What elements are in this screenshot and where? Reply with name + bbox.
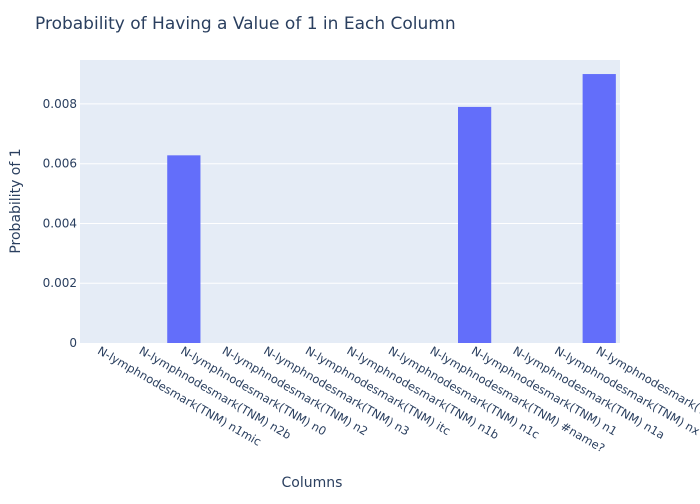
chart-title: Probability of Having a Value of 1 in Ea… [35, 14, 456, 34]
bar [582, 74, 616, 343]
y-axis-title: Probability of 1 [8, 148, 24, 253]
y-tick-label: 0 [69, 336, 77, 350]
y-tick-label: 0.004 [43, 216, 77, 230]
y-tick-label: 0.002 [43, 276, 77, 290]
y-tick-label: 0.008 [43, 97, 77, 111]
x-axis-ticks: N-lymphnodesmark(TNM) n1micN-lymphnodesm… [95, 343, 700, 455]
bar [458, 106, 492, 343]
y-axis-ticks: 0 0.002 0.004 0.006 0.008 [43, 97, 77, 350]
y-tick-label: 0.006 [43, 157, 77, 171]
bar [167, 155, 201, 343]
bars [167, 74, 616, 343]
x-axis-title: Columns [282, 475, 343, 491]
plot-background [80, 60, 620, 343]
